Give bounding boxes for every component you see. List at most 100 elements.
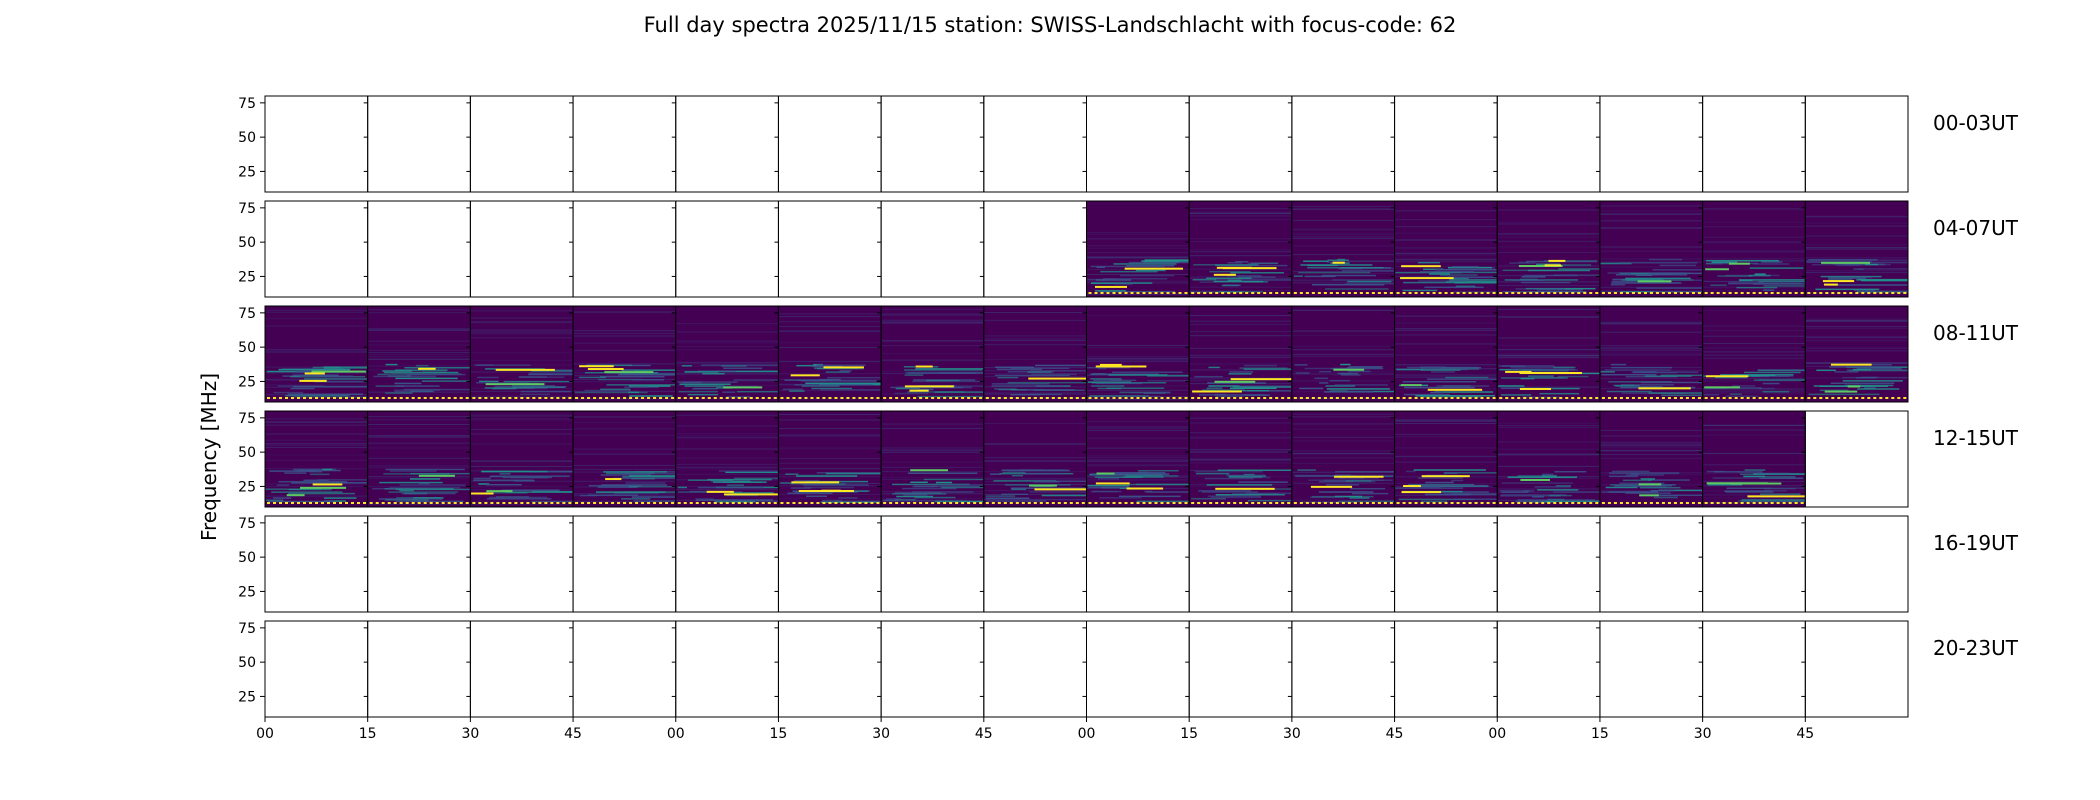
spectrum-signal	[477, 376, 499, 379]
spectrum-signal	[1649, 258, 1683, 261]
spectrum-signal	[1026, 472, 1060, 475]
spectrum-signal	[310, 473, 330, 476]
spectrum-signal	[1712, 477, 1762, 479]
calibration-dot	[1752, 397, 1756, 399]
spectrum-carrier	[1730, 482, 1782, 485]
spectrum-signal	[1091, 385, 1125, 387]
spectrum-signal	[1651, 494, 1679, 497]
spectrum-texture	[1497, 453, 1600, 455]
calibration-dot	[1511, 397, 1515, 399]
spectrum-signal	[726, 396, 751, 398]
calibration-dot	[1885, 292, 1889, 294]
calibration-dot	[1148, 397, 1152, 399]
spectrum-carrier	[1518, 265, 1563, 268]
spectrum-texture	[1394, 364, 1498, 366]
calibration-dot	[423, 397, 427, 399]
spectrum-signal	[1090, 265, 1165, 268]
spectrum-texture	[470, 414, 574, 416]
calibration-dot	[840, 502, 844, 504]
spectrum-signal	[1417, 261, 1440, 264]
spectrum-texture	[1291, 440, 1395, 442]
calibration-dot	[1269, 397, 1273, 399]
spectrum-signal	[1304, 275, 1336, 278]
calibration-dot	[889, 502, 893, 504]
spectrum-signal	[1434, 391, 1494, 393]
spectrum-texture	[881, 450, 984, 452]
calibration-dot	[1589, 397, 1593, 399]
spectrum-signal	[1658, 489, 1703, 492]
calibration-dot	[1825, 292, 1829, 294]
spectrum-signal	[734, 477, 779, 480]
spectrum-signal	[385, 392, 413, 394]
spectrum-signal	[1348, 267, 1395, 270]
spectrum-panel-04-07UT-13	[1493, 200, 1601, 298]
spectrum-texture	[1805, 335, 1908, 337]
spectrum-carrier	[910, 469, 949, 472]
calibration-dot	[1389, 502, 1393, 504]
spectrum-signal	[697, 486, 764, 489]
calibration-dot	[828, 502, 832, 504]
spectrum-signal	[1321, 274, 1376, 277]
calibration-dot	[1293, 292, 1297, 294]
calibration-dot	[309, 397, 312, 399]
spectrum-texture	[470, 321, 574, 323]
spectrum-carrier	[1519, 387, 1551, 390]
calibration-dot	[1106, 502, 1110, 504]
spectrum-texture	[1702, 347, 1806, 349]
spectrum-signal	[834, 500, 882, 503]
calibration-dot	[1402, 292, 1406, 294]
spectrum-texture	[1599, 323, 1703, 325]
spectrum-signal	[827, 376, 882, 379]
calibration-dot	[804, 502, 808, 504]
spectrum-texture	[265, 384, 368, 386]
spectrum-signal	[702, 372, 725, 375]
spectrum-texture	[1189, 450, 1292, 452]
spectrum-texture	[1497, 251, 1600, 253]
spectrum-signal	[600, 375, 665, 378]
spectrum-texture	[983, 499, 1087, 501]
spectrum-signal	[1335, 471, 1395, 473]
spectrum-carrier	[790, 374, 820, 377]
calibration-dot	[1595, 292, 1599, 294]
spectrum-signal	[629, 364, 651, 367]
spectrum-signal	[292, 385, 368, 388]
spectrum-signal	[1423, 268, 1444, 271]
spectrum-signal	[985, 497, 1030, 500]
spectrum-panel-08-11UT-2	[363, 305, 471, 403]
calibration-dot	[1583, 397, 1587, 399]
calibration-dot	[1233, 397, 1237, 399]
calibration-dot	[1553, 502, 1557, 504]
calibration-dot	[1347, 397, 1351, 399]
calibration-dot	[979, 502, 983, 504]
spectrum-signal	[1326, 483, 1360, 486]
spectrum-panel-16-19UT-10	[1185, 515, 1293, 613]
calibration-dot	[1069, 397, 1073, 399]
calibration-dot	[1203, 397, 1207, 399]
calibration-dot	[1517, 502, 1521, 504]
spectrum-signal	[1631, 371, 1678, 374]
calibration-dot	[605, 397, 609, 399]
spectrum-signal	[1707, 483, 1743, 486]
x-tick-label: 30	[872, 726, 890, 742]
calibration-dot	[1239, 397, 1243, 399]
spectrum-texture	[1394, 419, 1498, 421]
spectrum-signal	[1243, 394, 1270, 396]
spectrum-texture	[881, 448, 984, 450]
spectrum-signal	[1094, 290, 1126, 292]
spectrum-texture	[1086, 465, 1190, 467]
spectrum-texture	[1291, 254, 1395, 256]
spectrum-signal	[1734, 374, 1776, 376]
calibration-dot	[743, 397, 747, 399]
spectrum-signal	[1614, 484, 1673, 487]
spectrum-signal	[1729, 393, 1742, 395]
calibration-dot	[1227, 397, 1231, 399]
spectrum-signal	[588, 494, 639, 496]
calibration-dot	[351, 502, 354, 504]
spectrum-signal	[1816, 369, 1836, 372]
spectrum-signal	[323, 500, 347, 502]
calibration-dot	[1142, 502, 1146, 504]
spectrum-texture	[1086, 232, 1190, 234]
panel-frame	[1599, 620, 1704, 718]
panel-frame	[1394, 515, 1498, 613]
spectrum-carrier	[1548, 259, 1566, 262]
